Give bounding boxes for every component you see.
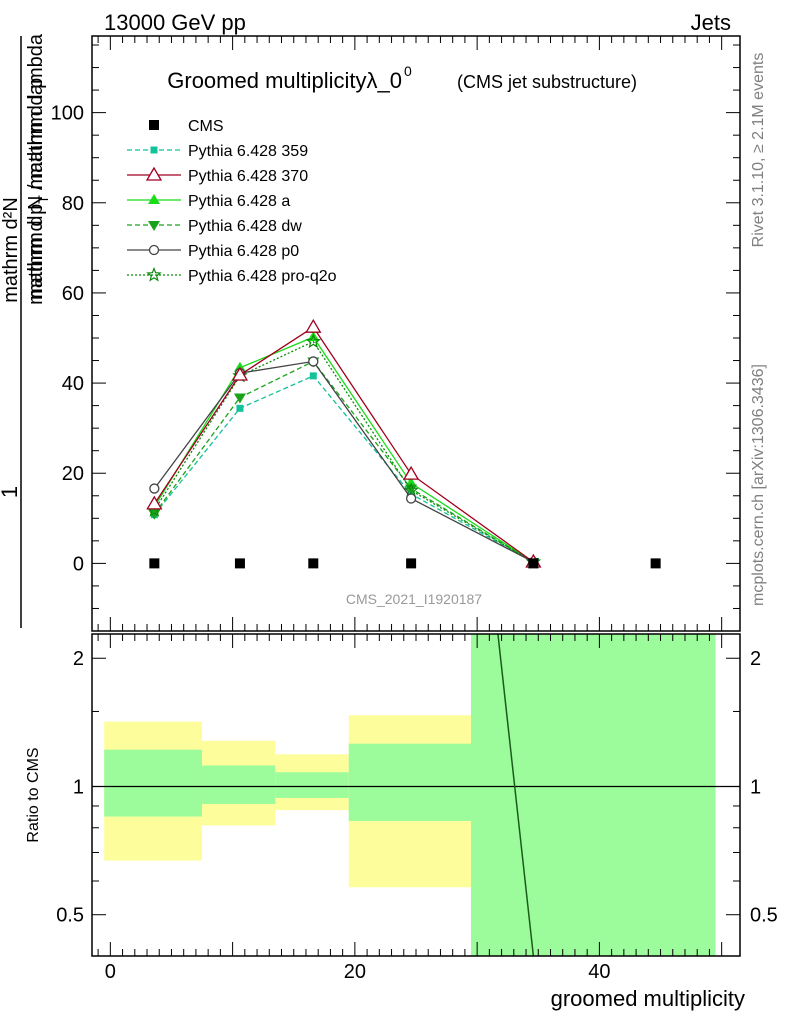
ylabel-numerator: mathrm d²N [0,197,22,303]
y-tick-label: 100 [51,103,84,125]
data-point [234,558,245,569]
data-point [146,266,162,282]
ylabel-num: mathrm d pT mathrm d lambda [25,33,51,305]
data-point [150,146,158,154]
ratio-uncertainty-band-inner [104,749,203,817]
legend-label: Pythia 6.428 p0 [188,243,299,260]
legend-label: Pythia 6.428 dw [188,218,302,235]
main-y-label: 1 mathrm d N / mathrm d p mathrm d pT ma… [0,33,51,628]
ratio-line [497,633,535,957]
category-label: Jets [691,10,731,35]
data-point [309,372,317,380]
ratio-y-axis: 0.5 0.5 1 1 2 2 [56,648,778,957]
main-x-axis [97,36,723,631]
ylabel-den: mathrm d N / mathrm d p [25,78,47,300]
data-point [148,194,160,204]
legend-entry: Pythia 6.428 370 [127,166,308,185]
main-title-sub: (CMS jet substructure) [457,72,637,92]
data-point [305,318,322,333]
series-line [153,340,534,563]
ratio-y-tick-label: 0.5 [56,905,84,927]
data-point [308,558,319,569]
main-y-axis: 0 20 40 60 80 100 [51,44,740,609]
legend-entry: CMS [149,118,224,135]
ratio-bands [92,633,740,957]
legend-label: Pythia 6.428 370 [188,168,308,185]
ratio-y-tick-label-right: 1 [750,776,761,798]
x-tick-label: 0 [105,961,116,983]
ratio-uncertainty-band-inner [348,743,472,821]
legend: CMS Pythia 6.428 359 Pythia 6.428 370 Pythi… [127,118,337,285]
legend-entry: Pythia 6.428 dw [127,218,302,235]
data-point [233,393,246,404]
data-point [305,333,322,349]
series-pythia-6-428-370 [146,318,542,568]
data-point [528,558,539,569]
series-cms [149,558,661,569]
ylabel-t: T [35,195,51,204]
y-tick-label: 0 [73,553,84,575]
data-point [148,221,160,231]
energy-label: 13000 GeV pp [104,10,246,35]
y-tick-label: 40 [62,373,84,395]
ratio-panel: 0.5 0.5 1 1 2 2 0 20 40 Ratio to CMS groomed mu… [25,633,778,1011]
x-tick-label: 40 [588,961,610,983]
legend-label: CMS [188,118,224,135]
data-point [650,558,661,569]
ratio-uncertainty-band-inner [202,765,276,804]
rivet-note: Rivet 3.1.10, ≥ 2.1M events [750,53,767,248]
main-title-sup: 0 [404,63,412,79]
y-tick-label: 80 [62,193,84,215]
data-point [402,465,420,480]
legend-label: Pythia 6.428 359 [188,143,308,160]
data-point [149,558,160,569]
ylabel-mid2: mathrm d lambda [25,33,47,195]
legend-label: Pythia 6.428 pro-q2o [188,268,337,285]
data-point [308,356,319,367]
main-title: Groomed multiplicityλ_0 [167,68,402,93]
data-point [148,244,160,256]
legend-entry: Pythia 6.428 a [127,193,290,210]
mcplots-note: mcplots.cern.ch [arXiv:1306.3436] [750,364,767,606]
ratio-x-axis: 0 20 40 [97,634,723,983]
data-point [146,495,163,510]
ratio-y-tick-label: 1 [73,776,84,798]
y-tick-label: 20 [62,463,84,485]
data-point [149,120,159,130]
data-point [149,483,160,494]
data-point [231,366,249,381]
y-tick-label: 60 [62,283,84,305]
legend-entry: Pythia 6.428 p0 [127,243,299,260]
data-point [405,493,417,504]
series-line [153,360,534,563]
analysis-tag: CMS_2021_I1920187 [346,591,482,607]
x-tick-label: 20 [344,961,366,983]
ratio-y-tick-label-right: 0.5 [750,905,778,927]
ylabel-mid: mathrm d p [25,204,47,305]
ratio-y-tick-label-right: 2 [750,648,761,670]
data-point [236,404,244,412]
main-series [146,318,661,569]
data-point [406,558,417,569]
x-axis-label: groomed multiplicity [551,986,745,1011]
ylabel-top: 1 [0,486,22,498]
ratio-uncertainty-band-inner [275,772,349,798]
ratio-y-label: Ratio to CMS [25,747,42,842]
data-point [403,482,419,497]
legend-label: Pythia 6.428 a [188,193,290,210]
main-panel: Groomed multiplicityλ_0 0 (CMS jet subst… [51,35,741,632]
ratio-uncertainty-band-inner [471,634,716,956]
legend-entry: Pythia 6.428 359 [127,143,308,160]
ylabel-fraction: mathrm d N / mathrm d p [25,78,47,300]
ratio-y-tick-label: 2 [73,648,84,670]
data-point [145,166,163,181]
legend-entry: Pythia 6.428 pro-q2o [127,266,337,285]
